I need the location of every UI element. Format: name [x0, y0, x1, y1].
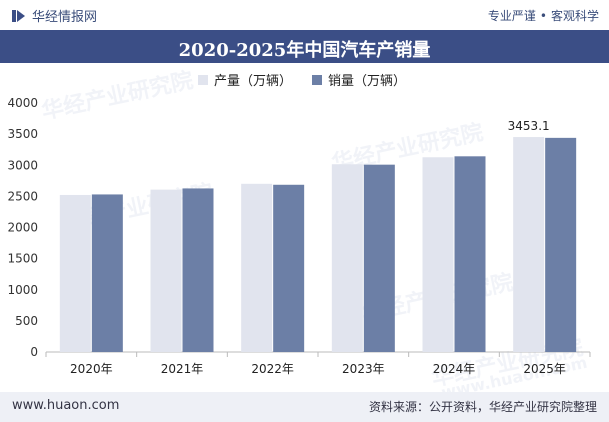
legend-label-sales: 销量（万辆） [328, 74, 407, 89]
y-tick-label: 3500 [7, 127, 38, 141]
legend: 产量（万辆） 销量（万辆） [198, 70, 426, 89]
bar-production [59, 194, 91, 352]
brand: 华经情报网 [12, 6, 97, 25]
bar-production [150, 189, 182, 352]
x-tick-label: 2020年 [70, 362, 113, 376]
footer-bar [0, 392, 609, 422]
chart-title: 2020-2025年中国汽车产销量 [178, 40, 431, 61]
bar-sales [182, 188, 214, 352]
bar-production [422, 157, 454, 352]
legend-item-sales: 销量（万辆） [312, 70, 406, 89]
y-tick-label: 1500 [7, 252, 38, 266]
bar-sales [273, 184, 305, 352]
bar-sales [545, 137, 577, 352]
y-tick-label: 2000 [7, 221, 38, 235]
slogan-separator: • [539, 9, 547, 23]
footer-source: 资料来源：公开资料，华经产业研究院整理 [368, 400, 597, 414]
legend-label-production: 产量（万辆） [214, 74, 293, 89]
slogan-right: 客观科学 [550, 9, 599, 23]
slogan-left: 专业严谨 [487, 9, 536, 23]
top-bar: 华经情报网 专业严谨 • 客观科学 [0, 0, 609, 30]
x-tick-label: 2023年 [342, 362, 385, 376]
x-tick-label: 2025年 [523, 362, 566, 376]
y-tick-label: 4000 [7, 96, 38, 110]
bar-sales [363, 164, 395, 352]
bar-production [241, 183, 273, 352]
bar-chart: 0 500 1000 1500 2000 2500 3000 3500 4000 2020年 202… [7, 96, 591, 376]
data-label: 3453.1 [508, 119, 550, 133]
x-tick-label: 2021年 [161, 362, 204, 376]
y-tick-label: 0 [30, 345, 38, 359]
bar-production [513, 137, 545, 352]
title-band [0, 30, 609, 63]
brand-logo-icon [12, 9, 25, 22]
bar-sales [454, 156, 486, 352]
y-tick-label: 3000 [7, 158, 38, 172]
legend-item-production: 产量（万辆） [198, 70, 292, 89]
y-tick-label: 2500 [7, 189, 38, 203]
slogan: 专业严谨 • 客观科学 [488, 7, 599, 24]
legend-swatch-production [198, 74, 208, 85]
x-tick-label: 2022年 [251, 362, 294, 376]
legend-swatch-sales [312, 74, 323, 85]
y-tick-label: 1000 [7, 283, 38, 297]
y-tick-label: 500 [15, 314, 38, 328]
footer-website: www.huaon.com [12, 398, 120, 413]
bar-sales [91, 194, 123, 352]
bar-production [331, 164, 363, 352]
brand-name: 华经情报网 [32, 10, 98, 25]
x-tick-label: 2024年 [433, 362, 476, 376]
